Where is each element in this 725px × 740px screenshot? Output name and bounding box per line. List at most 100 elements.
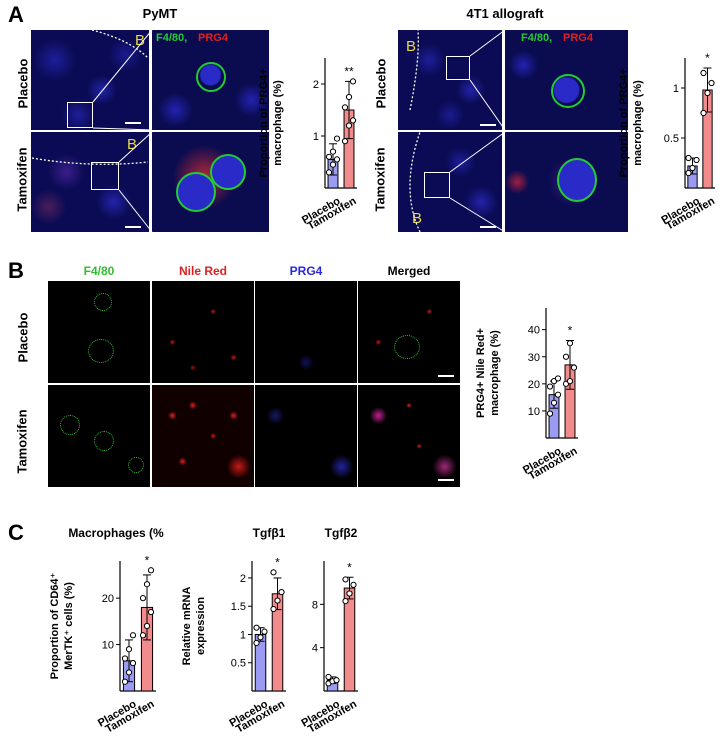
y-axis-label: Proportion of PRG4+ bbox=[618, 68, 630, 177]
b-placebo-prg4 bbox=[255, 281, 357, 383]
scale-bar bbox=[125, 122, 141, 124]
data-point bbox=[129, 660, 137, 667]
t4-tamoxifen-zoom bbox=[505, 132, 628, 232]
data-point bbox=[147, 608, 155, 616]
y-axis-label: Proportion of PRG4+ bbox=[258, 68, 270, 177]
b-tamoxifen-nile-red bbox=[152, 385, 254, 487]
data-point bbox=[253, 624, 260, 631]
y-tick-label: 10 bbox=[528, 406, 540, 418]
y-tick-label: 1 bbox=[313, 131, 319, 143]
data-point bbox=[341, 104, 349, 111]
y-axis-label: macrophage (%) bbox=[632, 80, 644, 166]
data-point bbox=[550, 399, 558, 406]
data-point bbox=[341, 138, 349, 145]
data-point bbox=[546, 383, 554, 390]
significance-marker: * bbox=[275, 555, 280, 569]
data-point bbox=[121, 655, 129, 662]
green-membrane-ring bbox=[210, 154, 246, 190]
chart-title: Macrophages (%) bbox=[68, 526, 164, 540]
b-placebo-merged bbox=[358, 281, 460, 383]
green-cell-outline bbox=[128, 457, 144, 473]
data-point bbox=[325, 673, 332, 681]
chart-c1: 10 20 Proportion of CD64⁺ MerTK⁺ cells (%) M… bbox=[49, 526, 164, 736]
green-cell-outline bbox=[394, 335, 420, 359]
y-tick-label: 8 bbox=[312, 599, 318, 611]
scale-bar bbox=[438, 479, 454, 481]
significance-marker: * bbox=[347, 560, 352, 574]
data-point bbox=[685, 154, 692, 162]
y-tick-label: 1 bbox=[673, 83, 679, 95]
significance-marker: ** bbox=[344, 64, 354, 78]
data-point bbox=[342, 576, 349, 583]
data-point bbox=[342, 597, 349, 605]
green-cell-outline bbox=[94, 293, 112, 311]
data-point bbox=[700, 69, 707, 77]
b-placebo-nile-red bbox=[152, 281, 254, 383]
b-tamoxifen-merged bbox=[358, 385, 460, 487]
panel-c-letter: C bbox=[8, 520, 24, 545]
data-point bbox=[350, 581, 357, 588]
y-axis-label: macrophage (%) bbox=[489, 330, 501, 416]
data-point bbox=[562, 353, 570, 360]
significance-marker: * bbox=[568, 324, 573, 338]
y-tick-label: 0.5 bbox=[664, 133, 679, 145]
y-tick-label: 10 bbox=[102, 640, 114, 652]
data-point bbox=[261, 628, 268, 635]
data-point bbox=[554, 391, 562, 398]
scale-bar bbox=[480, 226, 496, 228]
data-point bbox=[708, 79, 715, 87]
y-axis-label: PRG4+ Nile Red+ bbox=[475, 328, 487, 418]
pymt-tamoxifen-zoom bbox=[152, 132, 269, 232]
data-point bbox=[689, 164, 696, 172]
data-point bbox=[139, 595, 147, 602]
y-axis-label: macrophage (%) bbox=[272, 80, 284, 166]
b-tamoxifen-prg4 bbox=[255, 385, 357, 487]
data-point bbox=[349, 117, 357, 124]
green-cell-outline bbox=[88, 339, 114, 363]
data-point bbox=[693, 156, 700, 164]
data-point bbox=[333, 135, 341, 142]
data-point bbox=[143, 622, 151, 630]
y-tick-label: 1 bbox=[240, 629, 246, 641]
data-point bbox=[345, 93, 353, 101]
data-point bbox=[147, 567, 155, 574]
y-axis-label: MerTK⁺ cells (%) bbox=[63, 582, 75, 670]
data-point bbox=[333, 156, 341, 163]
panel-a-left-title: PyMT bbox=[142, 6, 178, 21]
panel-b-header-f480: F4/80 bbox=[83, 264, 115, 278]
data-point bbox=[278, 588, 285, 596]
green-membrane-ring bbox=[551, 74, 585, 108]
channel-label-red: PRG4 bbox=[198, 32, 228, 44]
data-point bbox=[274, 597, 281, 604]
data-point bbox=[125, 669, 133, 676]
scale-bar bbox=[438, 375, 454, 377]
zoom-box bbox=[446, 56, 470, 80]
data-point bbox=[143, 581, 151, 588]
panel-b-row-label-placebo: Placebo bbox=[15, 312, 31, 363]
data-point bbox=[129, 632, 137, 639]
y-tick-label: 20 bbox=[528, 379, 540, 391]
b-tamoxifen-f480 bbox=[48, 385, 150, 487]
data-point bbox=[121, 678, 129, 685]
data-point bbox=[270, 605, 277, 613]
b-placebo-f480 bbox=[48, 281, 150, 383]
panel-b-header-prg4: PRG4 bbox=[289, 264, 323, 278]
pymt-placebo-zoom: F4/80, PRG4 bbox=[152, 30, 269, 130]
zoom-box bbox=[424, 172, 450, 198]
data-point bbox=[325, 169, 333, 176]
green-membrane-ring bbox=[176, 172, 216, 212]
green-cell-outline bbox=[94, 431, 114, 451]
panel-a-letter: A bbox=[8, 2, 24, 27]
channel-label-green: F4/80, bbox=[156, 32, 188, 44]
y-tick-label: 1.5 bbox=[231, 601, 246, 613]
region-b-label: B bbox=[412, 210, 423, 227]
y-axis-label: Relative mRNA bbox=[181, 587, 193, 666]
chart-title: Tgfβ1 bbox=[253, 526, 286, 540]
t4-placebo-overview: B bbox=[398, 30, 502, 130]
data-point bbox=[257, 634, 264, 641]
panel-b-letter: B bbox=[8, 258, 24, 283]
